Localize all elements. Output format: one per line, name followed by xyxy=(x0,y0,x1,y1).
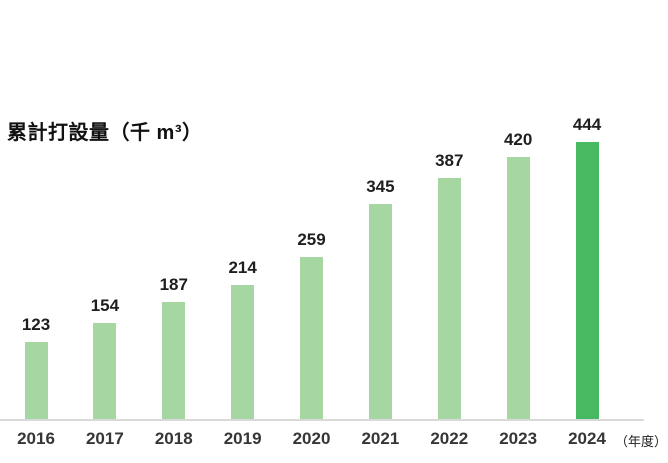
bar-2017 xyxy=(93,323,117,419)
bar-2020 xyxy=(300,257,323,419)
bar-2021 xyxy=(368,204,392,419)
value-label-2024: 444 xyxy=(572,115,602,134)
value-label-2019: 214 xyxy=(228,258,257,277)
bar-2024 xyxy=(575,142,599,419)
x-tick-label-2023: 2023 xyxy=(499,429,538,448)
value-label-2022: 387 xyxy=(435,151,464,170)
value-label-2018: 187 xyxy=(159,275,188,294)
bar-2016 xyxy=(24,342,48,419)
x-tick-label-2024: 2024 xyxy=(568,429,606,448)
bar-2018 xyxy=(162,302,186,419)
chart-title: 累計打設量（千 m³） xyxy=(7,122,203,144)
x-axis-line xyxy=(0,419,644,421)
x-tick-label-2018: 2018 xyxy=(154,429,193,448)
x-tick-label-2022: 2022 xyxy=(430,429,469,448)
x-tick-label-2017: 2017 xyxy=(85,429,124,448)
value-label-2016: 123 xyxy=(21,315,51,334)
value-label-2021: 345 xyxy=(366,177,395,196)
x-tick-label-2016: 2016 xyxy=(17,429,55,448)
x-tick-label-2019: 2019 xyxy=(223,429,262,448)
value-label-2023: 420 xyxy=(503,130,533,149)
x-tick-label-2021: 2021 xyxy=(361,429,400,448)
bar-2019 xyxy=(231,285,255,419)
x-tick-label-2020: 2020 xyxy=(292,429,331,448)
value-label-2020: 259 xyxy=(297,230,326,249)
x-axis-unit-label: （年度） xyxy=(615,434,668,449)
value-label-2017: 154 xyxy=(90,296,120,315)
bar-2023 xyxy=(506,157,530,419)
bar-2022 xyxy=(437,178,461,419)
